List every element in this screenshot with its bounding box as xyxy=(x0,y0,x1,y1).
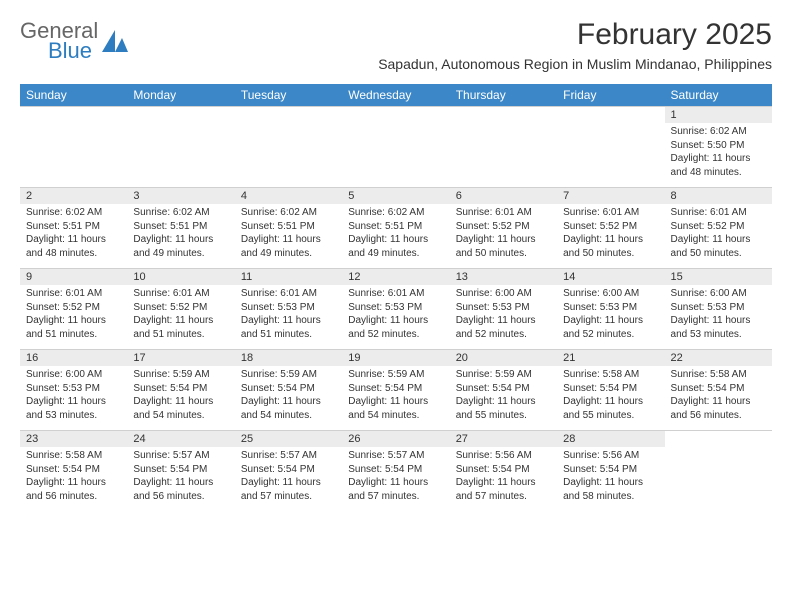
title-block: February 2025 Sapadun, Autonomous Region… xyxy=(378,18,772,72)
day-number-cell: 10 xyxy=(127,269,234,286)
day-number-cell: 26 xyxy=(342,431,449,448)
day-number-cell: 1 xyxy=(665,107,772,124)
day-number-cell: 8 xyxy=(665,188,772,205)
logo: General Blue xyxy=(20,18,128,64)
day-details-cell xyxy=(665,447,772,511)
day-details-cell: Sunrise: 5:58 AMSunset: 5:54 PMDaylight:… xyxy=(20,447,127,511)
day-number-cell: 3 xyxy=(127,188,234,205)
logo-triangle-icon xyxy=(102,30,128,52)
day-details-cell: Sunrise: 6:02 AMSunset: 5:51 PMDaylight:… xyxy=(20,204,127,269)
day-number-cell: 22 xyxy=(665,350,772,367)
day-details-cell xyxy=(450,123,557,188)
day-details-cell: Sunrise: 6:00 AMSunset: 5:53 PMDaylight:… xyxy=(665,285,772,350)
day-details-cell: Sunrise: 5:58 AMSunset: 5:54 PMDaylight:… xyxy=(557,366,664,431)
day-details-row: Sunrise: 6:02 AMSunset: 5:51 PMDaylight:… xyxy=(20,204,772,269)
day-details-cell: Sunrise: 5:56 AMSunset: 5:54 PMDaylight:… xyxy=(557,447,664,511)
day-header-row: Sunday Monday Tuesday Wednesday Thursday… xyxy=(20,84,772,107)
day-details-cell xyxy=(235,123,342,188)
day-details-cell: Sunrise: 5:57 AMSunset: 5:54 PMDaylight:… xyxy=(127,447,234,511)
day-details-cell: Sunrise: 6:01 AMSunset: 5:52 PMDaylight:… xyxy=(450,204,557,269)
day-details-cell: Sunrise: 5:57 AMSunset: 5:54 PMDaylight:… xyxy=(342,447,449,511)
day-details-cell xyxy=(20,123,127,188)
day-number-cell: 15 xyxy=(665,269,772,286)
day-details-cell: Sunrise: 5:59 AMSunset: 5:54 PMDaylight:… xyxy=(127,366,234,431)
day-details-cell: Sunrise: 5:58 AMSunset: 5:54 PMDaylight:… xyxy=(665,366,772,431)
day-details-cell: Sunrise: 6:01 AMSunset: 5:52 PMDaylight:… xyxy=(127,285,234,350)
day-details-cell: Sunrise: 6:02 AMSunset: 5:51 PMDaylight:… xyxy=(127,204,234,269)
location-subtitle: Sapadun, Autonomous Region in Muslim Min… xyxy=(378,56,772,72)
logo-text-wrap: General Blue xyxy=(20,18,98,64)
day-header-wed: Wednesday xyxy=(342,84,449,107)
day-number-cell xyxy=(127,107,234,124)
day-header-thu: Thursday xyxy=(450,84,557,107)
day-details-cell: Sunrise: 6:02 AMSunset: 5:50 PMDaylight:… xyxy=(665,123,772,188)
day-number-row: 1 xyxy=(20,107,772,124)
day-details-cell: Sunrise: 6:00 AMSunset: 5:53 PMDaylight:… xyxy=(20,366,127,431)
day-number-cell xyxy=(342,107,449,124)
day-number-cell: 2 xyxy=(20,188,127,205)
day-details-cell: Sunrise: 6:02 AMSunset: 5:51 PMDaylight:… xyxy=(342,204,449,269)
day-header-sat: Saturday xyxy=(665,84,772,107)
day-number-cell: 7 xyxy=(557,188,664,205)
day-number-row: 9101112131415 xyxy=(20,269,772,286)
day-details-cell: Sunrise: 6:00 AMSunset: 5:53 PMDaylight:… xyxy=(450,285,557,350)
day-number-cell xyxy=(557,107,664,124)
day-number-cell: 24 xyxy=(127,431,234,448)
day-details-row: Sunrise: 5:58 AMSunset: 5:54 PMDaylight:… xyxy=(20,447,772,511)
header: General Blue February 2025 Sapadun, Auto… xyxy=(20,18,772,72)
day-details-cell: Sunrise: 6:01 AMSunset: 5:52 PMDaylight:… xyxy=(557,204,664,269)
day-number-cell: 13 xyxy=(450,269,557,286)
day-number-cell: 21 xyxy=(557,350,664,367)
day-number-cell: 27 xyxy=(450,431,557,448)
day-details-cell: Sunrise: 5:59 AMSunset: 5:54 PMDaylight:… xyxy=(235,366,342,431)
day-number-cell: 5 xyxy=(342,188,449,205)
day-number-cell: 20 xyxy=(450,350,557,367)
day-details-cell: Sunrise: 5:57 AMSunset: 5:54 PMDaylight:… xyxy=(235,447,342,511)
day-number-cell xyxy=(665,431,772,448)
day-header-mon: Monday xyxy=(127,84,234,107)
day-number-cell: 6 xyxy=(450,188,557,205)
day-number-cell xyxy=(450,107,557,124)
day-details-cell: Sunrise: 5:59 AMSunset: 5:54 PMDaylight:… xyxy=(450,366,557,431)
day-number-cell xyxy=(235,107,342,124)
day-details-cell: Sunrise: 6:01 AMSunset: 5:53 PMDaylight:… xyxy=(235,285,342,350)
day-number-cell: 28 xyxy=(557,431,664,448)
day-details-cell xyxy=(342,123,449,188)
day-number-cell: 14 xyxy=(557,269,664,286)
day-number-row: 232425262728 xyxy=(20,431,772,448)
day-number-cell: 23 xyxy=(20,431,127,448)
day-details-row: Sunrise: 6:00 AMSunset: 5:53 PMDaylight:… xyxy=(20,366,772,431)
day-number-cell xyxy=(20,107,127,124)
day-number-cell: 16 xyxy=(20,350,127,367)
day-details-row: Sunrise: 6:02 AMSunset: 5:50 PMDaylight:… xyxy=(20,123,772,188)
day-details-cell: Sunrise: 6:01 AMSunset: 5:52 PMDaylight:… xyxy=(20,285,127,350)
day-details-cell: Sunrise: 6:01 AMSunset: 5:53 PMDaylight:… xyxy=(342,285,449,350)
day-number-row: 2345678 xyxy=(20,188,772,205)
day-details-cell xyxy=(557,123,664,188)
day-number-cell: 19 xyxy=(342,350,449,367)
day-number-cell: 4 xyxy=(235,188,342,205)
day-details-cell: Sunrise: 5:56 AMSunset: 5:54 PMDaylight:… xyxy=(450,447,557,511)
day-number-cell: 18 xyxy=(235,350,342,367)
day-details-cell xyxy=(127,123,234,188)
month-title: February 2025 xyxy=(378,18,772,52)
day-number-cell: 17 xyxy=(127,350,234,367)
day-details-cell: Sunrise: 6:00 AMSunset: 5:53 PMDaylight:… xyxy=(557,285,664,350)
calendar-table: Sunday Monday Tuesday Wednesday Thursday… xyxy=(20,84,772,511)
day-details-row: Sunrise: 6:01 AMSunset: 5:52 PMDaylight:… xyxy=(20,285,772,350)
day-number-cell: 12 xyxy=(342,269,449,286)
day-number-cell: 11 xyxy=(235,269,342,286)
day-number-cell: 9 xyxy=(20,269,127,286)
day-details-cell: Sunrise: 6:02 AMSunset: 5:51 PMDaylight:… xyxy=(235,204,342,269)
day-header-fri: Friday xyxy=(557,84,664,107)
logo-text-blue: Blue xyxy=(48,38,98,64)
day-number-cell: 25 xyxy=(235,431,342,448)
day-header-tue: Tuesday xyxy=(235,84,342,107)
day-header-sun: Sunday xyxy=(20,84,127,107)
day-details-cell: Sunrise: 6:01 AMSunset: 5:52 PMDaylight:… xyxy=(665,204,772,269)
day-number-row: 16171819202122 xyxy=(20,350,772,367)
day-details-cell: Sunrise: 5:59 AMSunset: 5:54 PMDaylight:… xyxy=(342,366,449,431)
